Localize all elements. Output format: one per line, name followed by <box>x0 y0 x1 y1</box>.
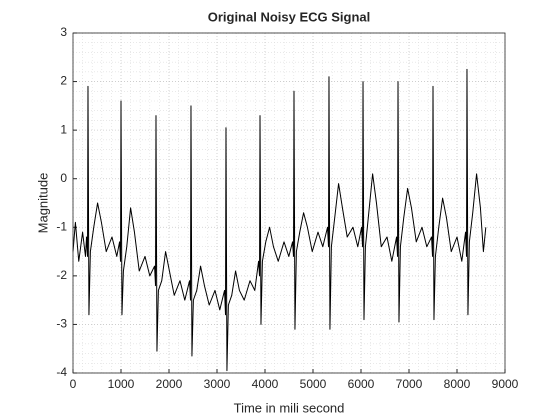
y-tick-label: 1 <box>60 122 67 136</box>
x-tick-label: 2000 <box>156 377 183 391</box>
y-tick-label: 2 <box>60 74 67 88</box>
ecg-line <box>72 68 487 372</box>
x-tick-label: 5000 <box>300 377 327 391</box>
y-tick-label: -1 <box>56 219 67 233</box>
y-tick-label: -2 <box>56 268 67 282</box>
y-tick-label: 3 <box>60 25 67 39</box>
x-tick-label: 9000 <box>492 377 519 391</box>
y-tick-label: -4 <box>56 365 67 379</box>
x-tick-label: 4000 <box>252 377 279 391</box>
y-tick-label: -3 <box>56 317 67 331</box>
x-tick-label: 3000 <box>204 377 231 391</box>
chart-title: Original Noisy ECG Signal <box>208 9 371 24</box>
x-tick-label: 6000 <box>348 377 375 391</box>
plot-frame <box>72 32 506 374</box>
x-tick-label: 8000 <box>444 377 471 391</box>
x-tick-label: 0 <box>70 377 77 391</box>
x-tick-label: 1000 <box>108 377 135 391</box>
plot-area <box>73 33 505 373</box>
x-axis-label: Time in mili second <box>234 400 345 415</box>
y-tick-label: 0 <box>60 171 67 185</box>
x-tick-label: 7000 <box>396 377 423 391</box>
y-axis-label: Magnitude <box>35 173 50 234</box>
